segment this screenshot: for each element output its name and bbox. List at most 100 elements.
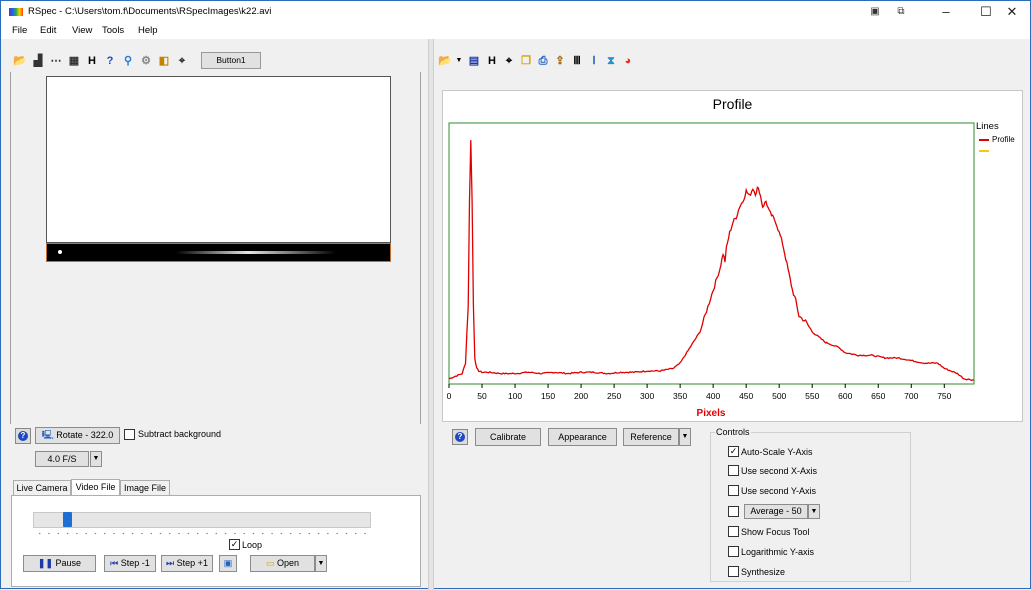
right-help-button[interactable]: ? — [452, 429, 468, 445]
hourglass-icon[interactable]: ⧗ — [607, 55, 615, 67]
crosshair-icon[interactable]: ⌖ — [505, 55, 513, 67]
menu-view[interactable]: View — [72, 25, 93, 36]
menu-edit[interactable]: Edit — [40, 25, 57, 36]
open-folder-icon[interactable]: 📂 — [13, 55, 27, 67]
second-x-label: Use second X-Axis — [741, 466, 818, 476]
minimize-button[interactable]: – — [942, 4, 950, 19]
second-y-checkbox[interactable] — [728, 485, 739, 496]
rotate-button[interactable]: 🖳 Rotate - 322.0 — [35, 427, 120, 444]
spectrum-glow — [176, 251, 336, 254]
auto-scale-checkbox[interactable]: ✓ — [728, 446, 739, 457]
log-y-checkbox[interactable] — [728, 546, 739, 557]
playback-slider-thumb[interactable] — [62, 512, 72, 527]
open-button[interactable]: ▭ Open — [250, 555, 315, 572]
zoom-icon[interactable]: ⚲ — [123, 55, 133, 67]
step-forward-button[interactable]: ⏭ Step +1 — [161, 555, 213, 572]
menu-help[interactable]: Help — [138, 25, 158, 36]
controls-group — [710, 432, 911, 582]
histogram-icon[interactable]: ▟ — [33, 55, 43, 67]
legend-title: Lines — [976, 121, 999, 132]
auto-scale-label: Auto-Scale Y-Axis — [741, 447, 813, 457]
step-forward-icon: ⏭ — [166, 558, 175, 568]
rspec-logo-icon — [9, 8, 23, 16]
appearance-button[interactable]: Appearance — [548, 428, 617, 446]
legend-swatch-red — [979, 138, 989, 141]
subtract-background-checkbox[interactable] — [124, 429, 135, 440]
fps-select[interactable]: 4.0 F/S — [35, 451, 89, 467]
focus-tool-label: Show Focus Tool — [741, 527, 810, 537]
legend-entry-second — [979, 146, 992, 155]
calibrate-button[interactable]: Calibrate — [475, 428, 541, 446]
folder-icon: ▭ — [265, 558, 275, 568]
video-file-panel — [11, 495, 421, 587]
fps-dropdown-arrow[interactable]: ▼ — [90, 451, 102, 467]
camera-icon: ▣ — [223, 558, 233, 568]
print-icon[interactable]: ⎙ — [538, 55, 548, 67]
layers-icon[interactable]: ◧ — [158, 55, 170, 67]
color-wheel-icon[interactable]: ◕ — [624, 55, 632, 67]
save-icon[interactable]: ▤ — [468, 55, 480, 67]
average-checkbox[interactable] — [728, 506, 739, 517]
synthesize-checkbox[interactable] — [728, 566, 739, 577]
zero-order-star — [58, 250, 62, 254]
export-icon[interactable]: ⇪ — [555, 55, 565, 67]
tab-video-file[interactable]: Video File — [71, 479, 120, 496]
pause-button[interactable]: ❚❚ Pause — [23, 555, 96, 572]
focus-tool-checkbox[interactable] — [728, 526, 739, 537]
average-select[interactable]: Average - 50 — [744, 504, 808, 519]
chart-title: Profile — [712, 96, 753, 112]
subtract-background-label: Subtract background — [138, 429, 222, 439]
lines-icon[interactable]: Ⅲ — [573, 55, 581, 67]
tab-live-camera[interactable]: Live Camera — [13, 480, 71, 496]
average-dropdown-arrow[interactable]: ▼ — [808, 504, 820, 519]
open-dropdown-arrow[interactable]: ▼ — [315, 555, 327, 572]
pane-splitter[interactable] — [428, 39, 434, 590]
window-mode-icon[interactable]: ▣ — [870, 6, 880, 17]
left-help-button[interactable]: ? — [15, 428, 31, 444]
step-forward-label: Step +1 — [176, 558, 208, 568]
second-y-label: Use second Y-Axis — [741, 486, 817, 496]
legend-entry-profile: Profile — [979, 135, 1015, 144]
button1[interactable]: Button1 — [201, 52, 261, 69]
close-button[interactable]: ✕ — [1006, 4, 1018, 19]
step-back-button[interactable]: ⏮ Step -1 — [104, 555, 156, 572]
snapshot-button[interactable]: ▣ — [219, 555, 237, 572]
slider-ticks — [35, 532, 369, 535]
synthesize-label: Synthesize — [741, 567, 786, 577]
maximize-button[interactable]: ☐ — [980, 4, 992, 19]
rotate-label: Rotate - 322.0 — [56, 430, 114, 440]
reference-button[interactable]: Reference — [623, 428, 679, 446]
loop-label: Loop — [242, 540, 263, 550]
marker-icon[interactable]: Ⅰ — [592, 55, 596, 67]
second-x-checkbox[interactable] — [728, 465, 739, 476]
settings-icon[interactable]: ⚙ — [141, 55, 151, 67]
tab-image-file[interactable]: Image File — [120, 480, 170, 496]
grid-icon[interactable]: ▦ — [68, 55, 80, 67]
controls-title: Controls — [715, 427, 751, 437]
window-pin-icon[interactable]: ⧉ — [897, 6, 905, 17]
playback-slider-track[interactable] — [33, 512, 371, 528]
dotted-lines-icon[interactable]: ⋯ — [50, 55, 62, 67]
image-canvas[interactable] — [46, 76, 391, 243]
chevron-down-icon[interactable]: ▼ — [455, 57, 463, 64]
crosshair-icon[interactable]: ⌖ — [178, 55, 186, 67]
h-icon[interactable]: H — [488, 55, 496, 67]
menu-tools[interactable]: Tools — [102, 25, 125, 36]
step-back-label: Step -1 — [120, 558, 150, 568]
pause-icon: ❚❚ — [37, 558, 54, 568]
reference-dropdown-arrow[interactable]: ▼ — [679, 428, 691, 446]
copy-icon[interactable]: ❐ — [521, 55, 531, 67]
help-icon[interactable]: ? — [106, 55, 114, 67]
help-icon: ? — [455, 432, 465, 442]
monitor-icon: 🖳 — [41, 430, 54, 440]
legend-swatch-yellow — [979, 149, 989, 152]
menu-file[interactable]: File — [12, 25, 28, 36]
open-folder-icon[interactable]: 📂 — [438, 55, 452, 67]
open-label: Open — [277, 558, 300, 568]
step-back-icon: ⏮ — [110, 558, 119, 568]
chart-pane — [442, 90, 1023, 422]
pause-label: Pause — [55, 558, 82, 568]
loop-checkbox[interactable]: ✓ — [229, 539, 240, 550]
h-icon[interactable]: H — [88, 55, 96, 67]
